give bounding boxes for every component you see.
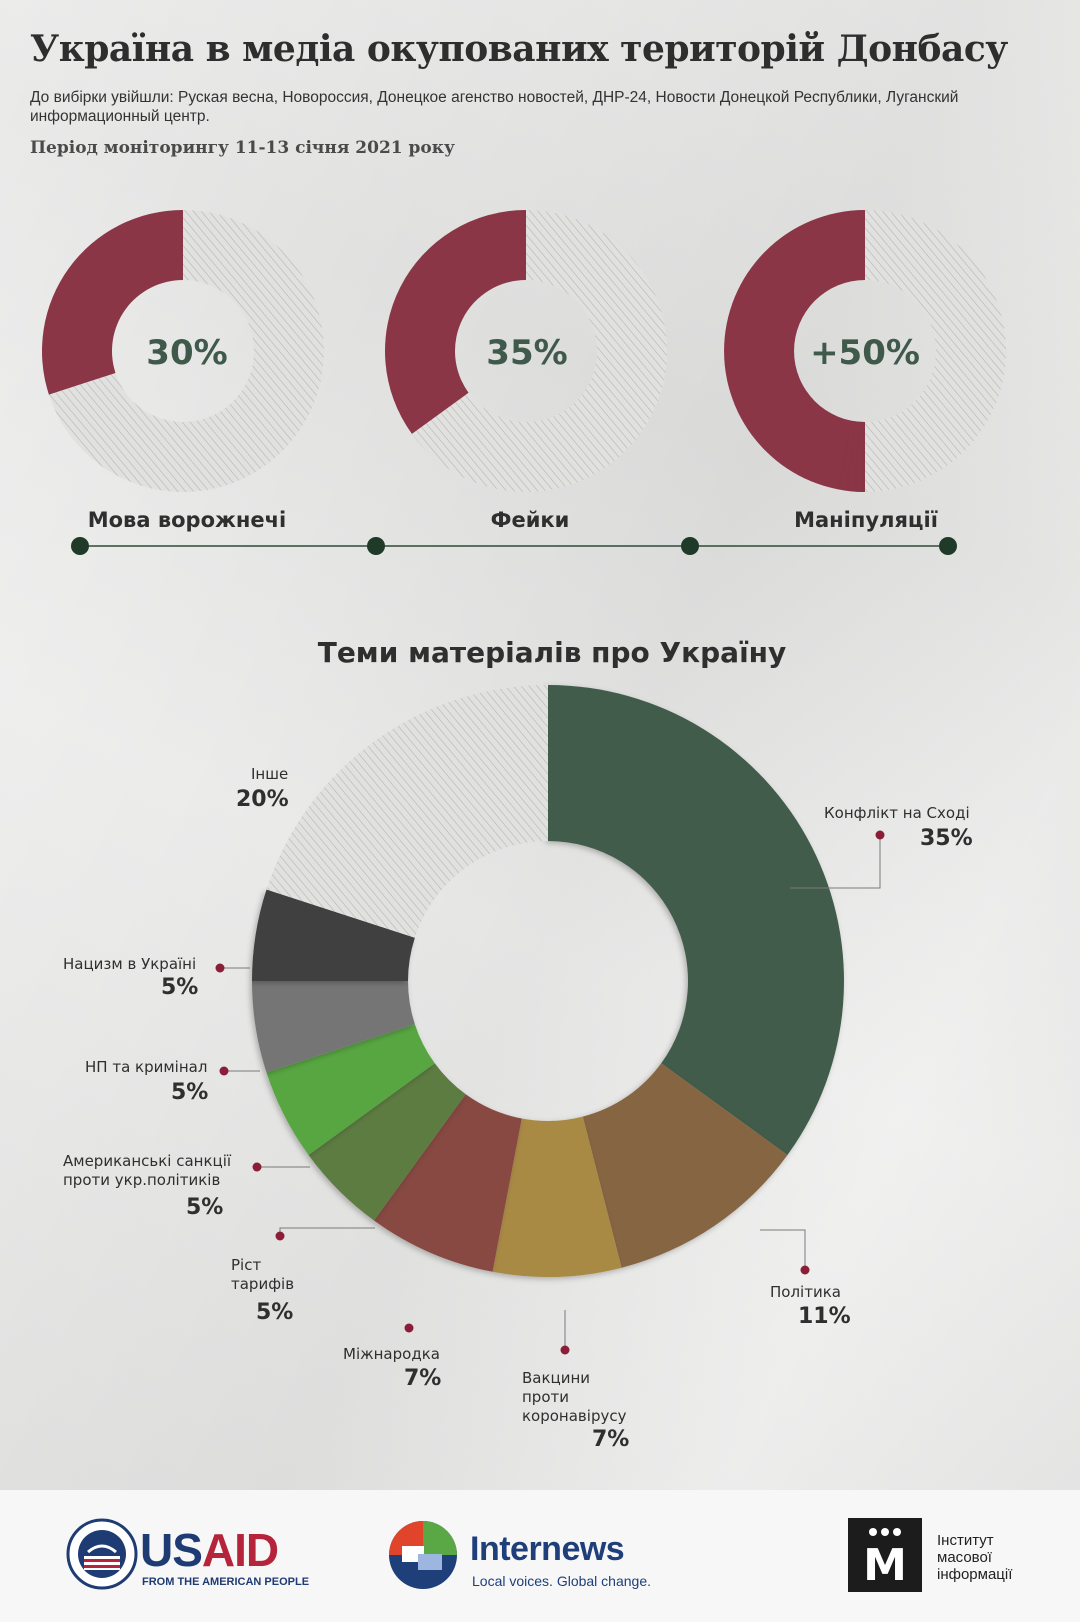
- page-title: Україна в медіа окупованих територій Дон…: [30, 28, 1008, 70]
- slice-9: [266, 685, 548, 938]
- slice-label-sanctions-line-2: проти укр.політиків: [63, 1171, 221, 1189]
- imi-logo-letter: М: [863, 1540, 907, 1591]
- imi-logo-icon: М: [848, 1518, 922, 1592]
- slice-pct-vaccines: 7%: [592, 1427, 630, 1452]
- slice-4: [374, 1094, 522, 1272]
- leader-dot-7: [219, 1066, 229, 1076]
- slice-label-nazism: Нацизм в Україні: [63, 955, 197, 973]
- slice-8: [252, 889, 415, 981]
- leader-line-2: [760, 1229, 806, 1270]
- internews-wordmark: Internews: [470, 1530, 625, 1568]
- donut-3-fade-segment: [853, 421, 861, 492]
- leader-line-1: [790, 835, 881, 889]
- slice-label-conflict: Конфлікт на Сході: [824, 804, 970, 822]
- leader-dot-6: [252, 1162, 262, 1172]
- donut-3-fade-segment: [859, 421, 864, 492]
- slice-pct-conflict: 35%: [920, 826, 973, 851]
- slice-label-vaccines-line-3: коронавірусу: [522, 1407, 627, 1425]
- donut-3-label: Маніпуляції: [794, 508, 938, 532]
- usaid-wordmark-aid: AID: [201, 1524, 279, 1576]
- slice-6: [266, 1024, 435, 1155]
- slice-pct-politics: 11%: [798, 1304, 851, 1329]
- leader-line-5: [279, 1227, 375, 1236]
- internews-logo-icon: [389, 1521, 457, 1589]
- donut-3-fade-segment: [856, 421, 863, 492]
- slice-label-vaccines-line-2: проти: [522, 1388, 569, 1406]
- donut-1-value-arc: [41, 210, 183, 395]
- donut-3-fade-segment: [836, 420, 853, 490]
- slice-label-vaccines-line-1: Вакцини: [522, 1369, 591, 1387]
- donut-3-value-arc: [724, 210, 865, 492]
- slice-label-other: Інше: [251, 765, 289, 783]
- page-subtitle: До вибірки увійшли: Руская весна, Новоро…: [30, 89, 959, 125]
- usaid-seal-logo: [66, 1518, 138, 1590]
- slice-1: [548, 685, 844, 1155]
- slice-label-politics: Політика: [770, 1283, 841, 1301]
- timeline-dot-1: [71, 537, 89, 555]
- donut-3-fade-segment: [848, 421, 858, 492]
- slice-label-intl: Міжнародка: [343, 1345, 440, 1363]
- top-donuts-chart: [41, 210, 1006, 555]
- slice-label-sanctions: Американські санкції проти укр.політиків: [63, 1152, 231, 1190]
- imi-name-line-2: масової: [937, 1549, 992, 1566]
- themes-chart-title: Теми матеріалів про Україну: [317, 636, 787, 669]
- slice-pct-other: 20%: [236, 787, 289, 812]
- imi-name-line-3: інформації: [937, 1566, 1013, 1583]
- themes-donut-chart: [215, 685, 885, 1355]
- donut-3-fade-segment: [850, 421, 860, 492]
- leader-dot-4: [404, 1323, 414, 1333]
- donut-2-label: Фейки: [490, 508, 570, 532]
- leader-dot-8: [215, 963, 225, 973]
- leader-dot-5: [275, 1231, 285, 1241]
- slice-label-accidents: НП та кримінал: [85, 1058, 208, 1076]
- usaid-wordmark: USAID: [140, 1523, 279, 1577]
- slice-label-sanctions-line-1: Американські санкції: [63, 1152, 232, 1170]
- donut-1-percent: 30%: [146, 333, 228, 373]
- imi-name-line-1: Інститут: [937, 1532, 994, 1549]
- timeline-dot-2: [367, 537, 385, 555]
- leader-dot-3: [560, 1345, 570, 1355]
- donut-3-percent: +50%: [810, 333, 920, 373]
- slice-7: [252, 981, 415, 1073]
- slice-label-tariffs: Ріст тарифів: [231, 1256, 294, 1294]
- donut-3-fade-segment: [845, 421, 857, 491]
- donut-1-label: Мова ворожнечі: [87, 508, 287, 532]
- leader-dot-1: [875, 830, 885, 840]
- slice-2: [582, 1063, 788, 1268]
- slice-5: [308, 1063, 466, 1221]
- slice-pct-tariffs: 5%: [256, 1300, 294, 1325]
- leader-dot-2: [800, 1265, 810, 1275]
- usaid-tagline: FROM THE AMERICAN PEOPLE: [142, 1576, 310, 1588]
- slice-3: [492, 1116, 622, 1277]
- timeline-dot-4: [939, 537, 957, 555]
- slice-label-tariffs-line-1: Ріст: [231, 1256, 262, 1274]
- donut-2-value-arc: [384, 210, 526, 434]
- slice-pct-accidents: 5%: [171, 1080, 209, 1105]
- slice-pct-intl: 7%: [404, 1366, 442, 1391]
- slice-label-vaccines: Вакцини проти коронавірусу: [522, 1369, 626, 1426]
- donut-2-percent: 35%: [486, 333, 568, 373]
- timeline-dot-3: [681, 537, 699, 555]
- donut-3-fade-segment: [839, 420, 854, 491]
- imi-name: Інститут масової інформації: [937, 1532, 1012, 1583]
- monitoring-period: Період моніторингу 11-13 січня 2021 року: [30, 138, 455, 158]
- donut-3-fade-segment: [862, 421, 865, 492]
- slice-pct-nazism: 5%: [161, 975, 199, 1000]
- internews-tagline: Local voices. Global change.: [472, 1573, 651, 1589]
- slice-label-tariffs-line-2: тарифів: [231, 1275, 295, 1293]
- slice-pct-sanctions: 5%: [186, 1195, 224, 1220]
- donut-3-fade-segment: [842, 421, 856, 491]
- usaid-wordmark-us: US: [140, 1524, 203, 1576]
